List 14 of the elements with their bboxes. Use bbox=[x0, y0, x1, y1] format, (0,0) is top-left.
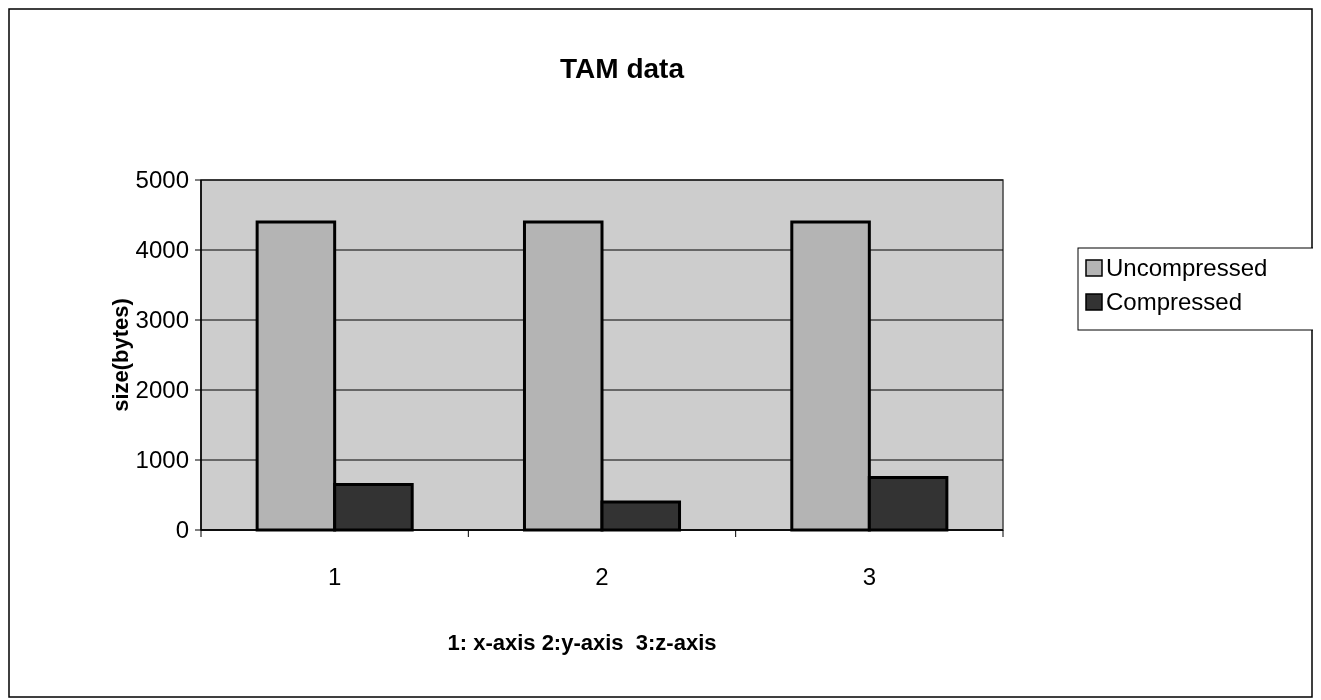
y-tick-label: 3000 bbox=[135, 306, 189, 334]
legend-label: Compressed bbox=[1106, 288, 1243, 316]
chart-title: TAM data bbox=[560, 53, 685, 84]
y-axis-title: size(bytes) bbox=[108, 298, 133, 412]
y-tick-label: 0 bbox=[175, 516, 189, 544]
x-tick-label: 2 bbox=[595, 563, 609, 590]
y-tick-label: 2000 bbox=[135, 376, 189, 404]
y-tick-label: 1000 bbox=[135, 446, 189, 474]
y-tick-label: 4000 bbox=[135, 236, 189, 264]
x-axis-title: 1: x-axis 2:y-axis 3:z-axis bbox=[447, 630, 717, 655]
y-tick-label: 5000 bbox=[135, 166, 189, 194]
x-tick-label: 1 bbox=[327, 563, 342, 590]
x-tick-label: 3 bbox=[862, 563, 877, 590]
legend-label: Uncompressed bbox=[1106, 254, 1268, 282]
